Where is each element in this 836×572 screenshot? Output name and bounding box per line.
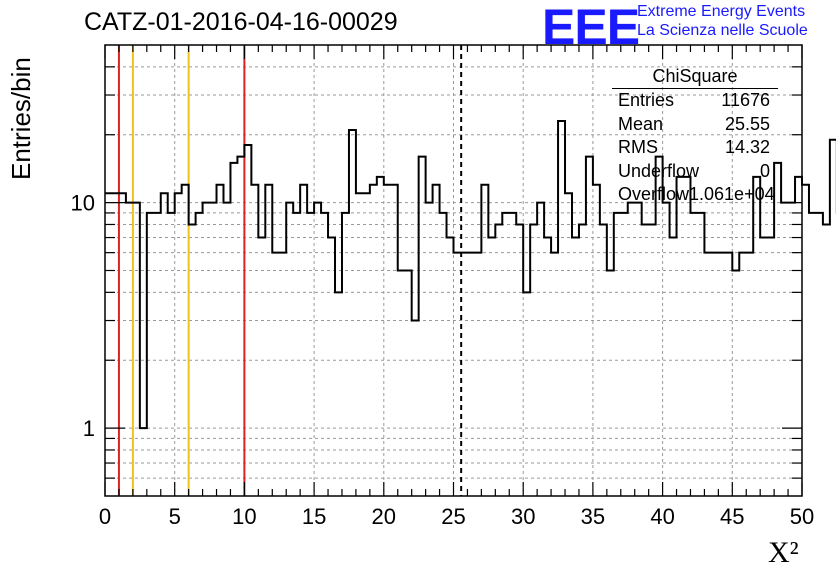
stats-value: 11676 bbox=[721, 90, 770, 110]
stats-label: Entries bbox=[618, 90, 675, 110]
chart-title: CATZ-01-2016-04-16-00029 bbox=[84, 8, 398, 36]
stats-label: Mean bbox=[618, 113, 664, 134]
eee-logo: EEE bbox=[542, 0, 640, 55]
stats-value: 1.061e+04 bbox=[689, 184, 775, 204]
org-name-line2: La Scienza nelle Scuole bbox=[637, 22, 808, 39]
x-tick-label: 25 bbox=[441, 504, 465, 529]
stats-label: RMS bbox=[618, 137, 658, 157]
x-tick-label: 30 bbox=[511, 504, 535, 529]
stats-value: 14.32 bbox=[724, 137, 770, 157]
x-tick-label: 50 bbox=[790, 504, 814, 529]
x-tick-label: 40 bbox=[650, 504, 674, 529]
x-axis-label: Χ² bbox=[768, 536, 799, 569]
x-tick-label: 20 bbox=[372, 504, 396, 529]
x-tick-label: 0 bbox=[99, 504, 111, 529]
x-tick-label: 15 bbox=[302, 504, 326, 529]
histogram-series bbox=[105, 120, 836, 430]
stats-label: Overflow bbox=[618, 184, 690, 204]
stats-row-overflow: Overflow 1.061e+04 bbox=[612, 183, 778, 207]
stats-title: ChiSquare bbox=[612, 66, 778, 89]
histogram-line bbox=[105, 120, 836, 430]
x-tick-label: 45 bbox=[720, 504, 744, 529]
grid-lines bbox=[105, 45, 802, 496]
stats-row-rms: RMS 14.32 bbox=[612, 136, 778, 160]
axes bbox=[104, 44, 803, 497]
stats-row-mean: Mean 25.55 bbox=[612, 113, 778, 137]
stats-row-entries: Entries 11676 bbox=[612, 89, 778, 113]
y-tick-label: 1 bbox=[83, 416, 95, 441]
stats-label: Underflow bbox=[618, 160, 700, 181]
stats-box: ChiSquare Entries 11676 Mean 25.55 RMS 1… bbox=[612, 66, 778, 207]
y-axis-label: Entries/bin bbox=[6, 57, 36, 180]
x-tick-label: 10 bbox=[232, 504, 256, 529]
x-tick-label: 5 bbox=[169, 504, 181, 529]
y-tick-label: 10 bbox=[71, 191, 95, 216]
stats-value: 0 bbox=[759, 160, 770, 181]
org-name-line1: Extreme Energy Events bbox=[637, 3, 806, 20]
marker-lines bbox=[117, 45, 463, 496]
stats-value: 25.55 bbox=[724, 113, 770, 134]
x-tick-label: 35 bbox=[581, 504, 605, 529]
stats-row-underflow: Underflow 0 bbox=[612, 160, 778, 184]
tick-labels: 0 5 10 15 20 25 30 35 40 45 50 1 10 bbox=[71, 191, 815, 529]
